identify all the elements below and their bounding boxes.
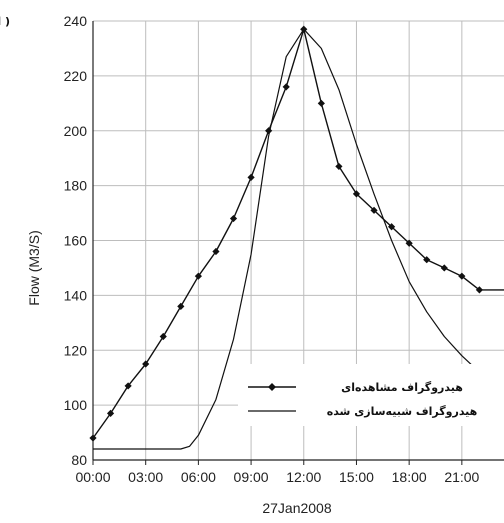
y-tick-label-80: 80 xyxy=(71,452,87,468)
observed-point-1 xyxy=(106,409,115,417)
observed-point-21 xyxy=(458,272,466,280)
observed-point-10 xyxy=(265,127,273,135)
legend-observed-label: هیدروگراف مشاهده‌ای xyxy=(341,381,463,394)
x-tick-label-18: 18:00 xyxy=(392,469,427,485)
y-tick-label-200: 200 xyxy=(64,123,88,139)
observed-point-15 xyxy=(352,190,361,198)
x-tick-label-15: 15:00 xyxy=(339,469,374,485)
legend-observed-marker xyxy=(268,383,276,391)
observed-point-11 xyxy=(282,83,290,91)
series-line-simulated xyxy=(93,28,504,450)
axes xyxy=(92,21,504,465)
observed-point-4 xyxy=(159,332,167,341)
x-axis-title: 27Jan2008 xyxy=(262,500,332,516)
y-tick-label-100: 100 xyxy=(64,397,88,413)
observed-point-7 xyxy=(212,247,220,256)
legend: هیدروگراف مشاهده‌ای هیدروگراف شبیه‌سازی … xyxy=(238,364,504,426)
observed-point-0 xyxy=(89,434,97,442)
x-tick-label-3: 03:00 xyxy=(128,469,163,485)
observed-point-14 xyxy=(335,162,343,171)
observed-point-13 xyxy=(317,99,325,107)
observed-point-22 xyxy=(475,286,484,294)
observed-point-17 xyxy=(387,223,396,231)
observed-point-2 xyxy=(124,382,132,390)
observed-point-16 xyxy=(370,206,378,214)
y-tick-label-160: 160 xyxy=(64,233,88,249)
x-tick-label-9: 09:00 xyxy=(234,469,269,485)
y-tick-label-220: 220 xyxy=(64,68,88,84)
legend-background xyxy=(238,364,504,426)
x-tick-label-0: 00:00 xyxy=(75,469,110,485)
series-line-observed xyxy=(92,28,504,439)
series-lines xyxy=(89,25,504,450)
observed-point-3 xyxy=(142,360,150,368)
y-tick-label-240: 240 xyxy=(64,13,88,29)
tick-labels: 80 100 120 140 160 180 200 220 240 00:00 03:00 06:0… xyxy=(64,13,480,485)
y-tick-label-140: 140 xyxy=(64,287,88,303)
x-tick-label-12: 12:00 xyxy=(286,469,321,485)
observed-point-6 xyxy=(194,272,202,280)
observed-point-18 xyxy=(405,239,413,247)
observed-point-5 xyxy=(177,302,185,310)
y-tick-label-120: 120 xyxy=(64,342,88,358)
observed-point-19 xyxy=(423,256,431,264)
observed-point-9 xyxy=(247,173,255,181)
y-tick-label-180: 180 xyxy=(64,178,88,194)
observed-point-20 xyxy=(440,264,448,272)
x-tick-label-6: 06:00 xyxy=(181,469,216,485)
observed-point-8 xyxy=(229,214,238,223)
x-tick-label-21: 21:00 xyxy=(444,469,479,485)
panel-label: ( الف xyxy=(0,15,10,28)
y-axis-title: Flow (M3/S) xyxy=(26,230,42,305)
legend-simulated-label: هیدروگراف شبیه‌سازی شده xyxy=(327,405,478,418)
